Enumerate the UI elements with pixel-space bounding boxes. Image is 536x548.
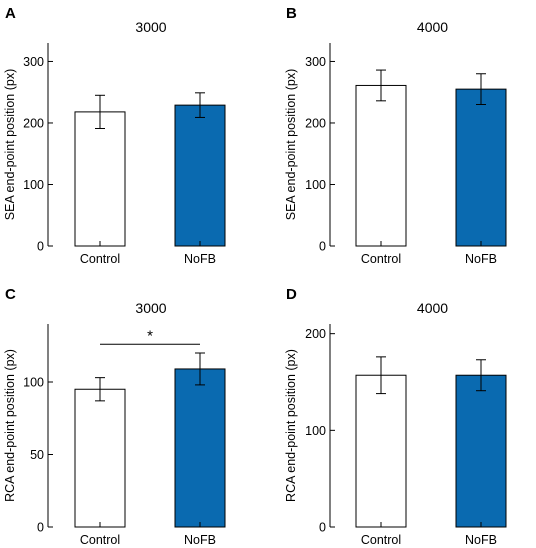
panel-a: A 3000 0 100 200 300 SEA end-point position (p… bbox=[3, 5, 226, 266]
y-tick-label: 300 bbox=[305, 55, 326, 69]
panel-title: 3000 bbox=[135, 19, 166, 35]
bar-control bbox=[355, 374, 407, 528]
panel-letter: A bbox=[5, 5, 16, 22]
y-tick-label: 0 bbox=[319, 240, 326, 254]
y-axis-label: SEA end-point position (px) bbox=[3, 69, 17, 220]
y-axis-label: RCA end-point position (px) bbox=[3, 349, 17, 502]
y-tick-label: 200 bbox=[305, 116, 326, 130]
y-tick-label: 300 bbox=[23, 55, 44, 69]
y-axis-label: RCA end-point position (px) bbox=[284, 349, 298, 502]
bar-nofb bbox=[174, 368, 226, 528]
x-tick-label: NoFB bbox=[184, 252, 216, 266]
x-tick-label: NoFB bbox=[184, 533, 216, 547]
y-tick-label: 200 bbox=[305, 327, 326, 341]
bar-nofb bbox=[455, 374, 507, 528]
x-tick-label: NoFB bbox=[465, 252, 497, 266]
x-tick-label: Control bbox=[80, 252, 120, 266]
y-tick-label: 100 bbox=[305, 424, 326, 438]
x-tick-label: Control bbox=[361, 533, 401, 547]
bar-nofb bbox=[455, 88, 507, 247]
panel-letter: D bbox=[286, 286, 297, 303]
x-tick-label: Control bbox=[80, 533, 120, 547]
bar-nofb bbox=[174, 104, 226, 247]
panel-title: 4000 bbox=[417, 19, 448, 35]
y-tick-label: 0 bbox=[319, 521, 326, 535]
bar-control bbox=[74, 388, 126, 528]
y-tick-label: 50 bbox=[30, 448, 44, 462]
y-tick-label: 0 bbox=[37, 521, 44, 535]
x-tick-label: Control bbox=[361, 252, 401, 266]
y-tick-label: 100 bbox=[23, 376, 44, 390]
panel-b: B 4000 0 100 200 300 SEA end-point position (p… bbox=[284, 5, 507, 266]
significance-star: * bbox=[147, 327, 153, 344]
y-tick-label: 100 bbox=[23, 178, 44, 192]
panel-d: D 4000 0 100 200 RCA end-point position (px) C… bbox=[284, 286, 507, 547]
bar-control bbox=[74, 111, 126, 247]
x-tick-label: NoFB bbox=[465, 533, 497, 547]
panel-title: 4000 bbox=[417, 300, 448, 316]
bar-control bbox=[355, 84, 407, 247]
panel-title: 3000 bbox=[135, 300, 166, 316]
panel-letter: C bbox=[5, 286, 16, 303]
panel-c: C 3000 0 50 100 RCA end-point position (px) Co… bbox=[3, 286, 226, 547]
y-tick-label: 0 bbox=[37, 240, 44, 254]
y-axis-label: SEA end-point position (px) bbox=[284, 69, 298, 220]
panel-letter: B bbox=[286, 5, 297, 22]
y-tick-label: 200 bbox=[23, 116, 44, 130]
y-tick-label: 100 bbox=[305, 178, 326, 192]
